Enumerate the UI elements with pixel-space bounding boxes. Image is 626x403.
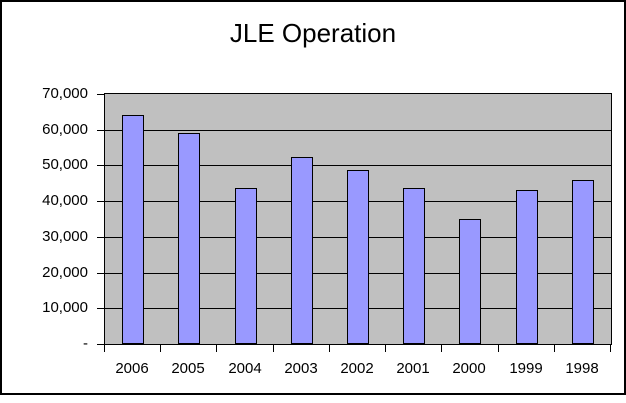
y-axis-label: 30,000 — [42, 228, 88, 245]
x-tick — [104, 345, 105, 352]
x-axis-label-2003: 2003 — [284, 360, 318, 377]
gridline — [105, 165, 611, 166]
plot-area — [104, 93, 612, 345]
bar-2005 — [178, 133, 200, 344]
bar-2000 — [459, 219, 481, 344]
y-tick — [97, 94, 104, 95]
y-axis-label: 20,000 — [42, 264, 88, 281]
bar-1999 — [516, 190, 538, 344]
gridline — [105, 130, 611, 131]
y-tick — [97, 165, 104, 166]
x-tick — [160, 345, 161, 352]
x-tick — [554, 345, 555, 352]
bar-2006 — [122, 115, 144, 344]
x-tick — [216, 345, 217, 352]
x-axis-label-2006: 2006 — [115, 360, 149, 377]
x-tick — [385, 345, 386, 352]
x-axis-label-2002: 2002 — [340, 360, 374, 377]
y-axis-label: 60,000 — [42, 121, 88, 138]
x-axis-label-2004: 2004 — [228, 360, 262, 377]
bar-2003 — [291, 157, 313, 344]
chart-title: JLE Operation — [229, 18, 397, 48]
bar-1998 — [572, 180, 594, 344]
x-tick — [273, 345, 274, 352]
y-tick — [97, 237, 104, 238]
y-tick — [97, 130, 104, 131]
x-axis-label-2005: 2005 — [171, 360, 205, 377]
y-tick — [97, 308, 104, 309]
x-axis-label-1999: 1999 — [509, 360, 543, 377]
y-tick — [97, 344, 104, 345]
y-axis-label: 70,000 — [42, 85, 88, 102]
x-tick — [610, 345, 611, 352]
y-axis-label: 50,000 — [42, 156, 88, 173]
x-axis-label-1998: 1998 — [565, 360, 599, 377]
x-axis-label-2000: 2000 — [452, 360, 486, 377]
x-tick — [498, 345, 499, 352]
y-axis-label: 10,000 — [42, 299, 88, 316]
x-tick — [329, 345, 330, 352]
y-axis-label: 40,000 — [42, 192, 88, 209]
y-tick — [97, 273, 104, 274]
bar-2002 — [347, 170, 369, 344]
y-tick — [97, 201, 104, 202]
bar-2001 — [403, 188, 425, 344]
y-axis-label: - — [83, 335, 88, 352]
x-tick — [441, 345, 442, 352]
bar-2004 — [235, 188, 257, 344]
x-axis-label-2001: 2001 — [396, 360, 430, 377]
